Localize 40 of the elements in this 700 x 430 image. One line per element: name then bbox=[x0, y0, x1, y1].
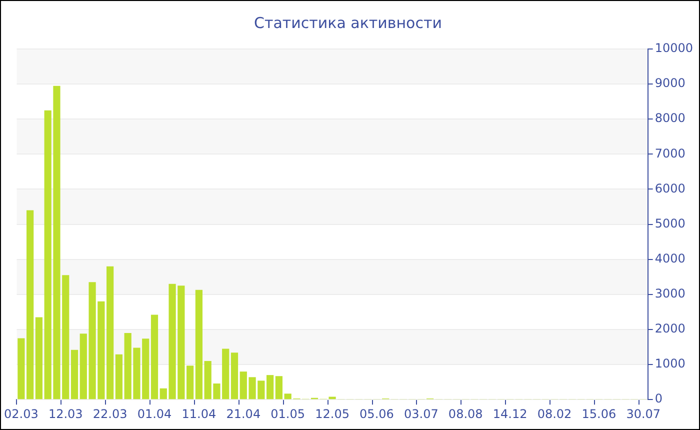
y-tick-label: 4000 bbox=[654, 251, 686, 266]
bar bbox=[275, 376, 283, 400]
x-tick-label: 30.07 bbox=[626, 406, 661, 421]
y-tick-label: 8000 bbox=[654, 111, 686, 126]
x-tick-label: 11.04 bbox=[182, 406, 216, 421]
y-tick-label: 9000 bbox=[654, 76, 686, 90]
bar bbox=[328, 396, 336, 400]
y-tick-label: 2000 bbox=[654, 322, 686, 336]
bar bbox=[18, 338, 25, 400]
x-tick-label: 01.05 bbox=[270, 406, 306, 421]
y-tick-label: 3000 bbox=[654, 286, 686, 301]
bar bbox=[106, 266, 114, 400]
x-tick-label: 08.08 bbox=[448, 406, 483, 421]
y-tick-label: 5000 bbox=[654, 216, 686, 230]
bar bbox=[266, 375, 274, 400]
y-tick-label: 7000 bbox=[654, 146, 686, 160]
bar bbox=[115, 354, 123, 400]
bar bbox=[35, 317, 43, 400]
x-tick-label: 21.04 bbox=[226, 406, 261, 421]
bar bbox=[230, 352, 238, 400]
x-tick-label: 05.06 bbox=[360, 406, 394, 421]
bar bbox=[186, 366, 194, 400]
y-tick-label: 10000 bbox=[654, 41, 694, 56]
bar bbox=[195, 290, 203, 400]
x-tick-label: 22.03 bbox=[92, 406, 128, 421]
x-tick-label: 15.06 bbox=[582, 406, 616, 421]
chart-title: Статистика активности bbox=[254, 14, 442, 32]
x-tick-label: 12.05 bbox=[315, 406, 350, 421]
x-tick-label: 01.04 bbox=[137, 406, 172, 421]
x-tick-label: 03.07 bbox=[404, 406, 438, 421]
bar bbox=[150, 314, 158, 400]
x-tick-label: 14.12 bbox=[492, 406, 528, 421]
x-tick-label: 02.03 bbox=[4, 406, 38, 421]
y-tick-label: 0 bbox=[654, 392, 662, 406]
bar bbox=[70, 350, 78, 400]
bar bbox=[26, 210, 34, 400]
y-tick-label: 6000 bbox=[654, 181, 686, 196]
x-tick-label: 12.03 bbox=[48, 406, 83, 421]
y-tick-label: 1000 bbox=[654, 356, 686, 371]
x-tick-label: 08.02 bbox=[537, 406, 572, 421]
